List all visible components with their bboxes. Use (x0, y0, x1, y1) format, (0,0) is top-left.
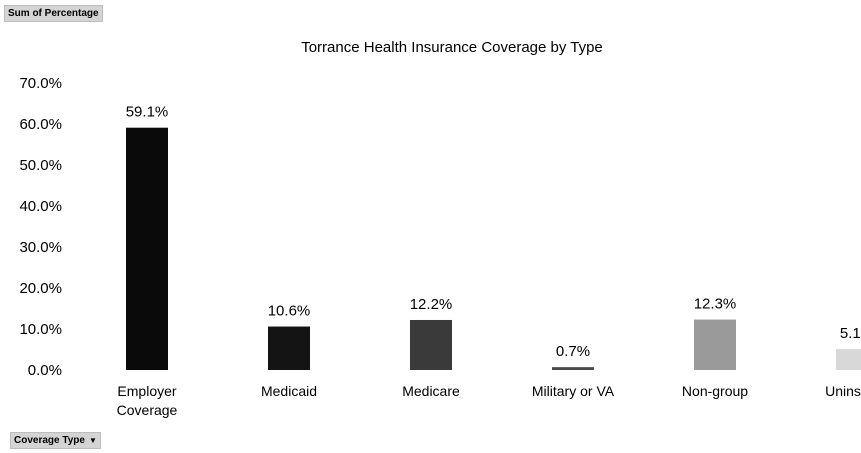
data-label: 12.2% (410, 296, 453, 313)
data-label: 12.3% (694, 296, 737, 313)
y-tick-label: 30.0% (19, 239, 62, 256)
x-category-label: Uninsured (825, 383, 861, 399)
value-field-label: Sum of Percentage (8, 8, 99, 19)
data-label: 0.7% (556, 343, 590, 360)
bar[interactable] (410, 319, 452, 370)
bar[interactable] (126, 127, 168, 370)
y-tick-label: 0.0% (28, 362, 62, 379)
data-label: 10.6% (268, 303, 311, 320)
bar[interactable] (836, 349, 861, 370)
axis-field-button[interactable]: Coverage Type ▼ (10, 432, 101, 449)
y-tick-label: 60.0% (19, 116, 62, 133)
chart-title: Torrance Health Insurance Coverage by Ty… (301, 39, 603, 56)
bar[interactable] (552, 367, 594, 370)
bar-chart: Torrance Health Insurance Coverage by Ty… (19, 39, 861, 418)
x-category-label: Non-group (682, 383, 748, 399)
y-tick-label: 10.0% (19, 321, 62, 338)
x-category-label: Military or VA (532, 383, 615, 399)
data-label: 5.1% (840, 325, 861, 342)
value-field-button[interactable]: Sum of Percentage (4, 5, 103, 22)
bars: 59.1% 10.6% 12.2% 0.7% 12.3% 5.1% (126, 104, 861, 370)
y-tick-label: 70.0% (19, 75, 62, 92)
dropdown-arrow-icon[interactable]: ▼ (88, 436, 97, 445)
bar[interactable] (694, 319, 736, 370)
x-category-label: Coverage (117, 402, 178, 418)
x-category-label: Medicare (402, 383, 460, 399)
y-tick-label: 20.0% (19, 280, 62, 297)
x-category-label: Employer (117, 383, 176, 399)
axis-field-label: Coverage Type (14, 435, 85, 446)
y-axis: 0.0% 10.0% 20.0% 30.0% 40.0% 50.0% 60.0% 70.0% (19, 75, 62, 379)
y-tick-label: 50.0% (19, 157, 62, 174)
x-category-label: Medicaid (261, 383, 317, 399)
y-tick-label: 40.0% (19, 198, 62, 215)
bar[interactable] (268, 326, 310, 370)
data-label: 59.1% (126, 104, 169, 121)
x-axis: Employer Coverage Medicaid Medicare Military… (117, 383, 861, 418)
